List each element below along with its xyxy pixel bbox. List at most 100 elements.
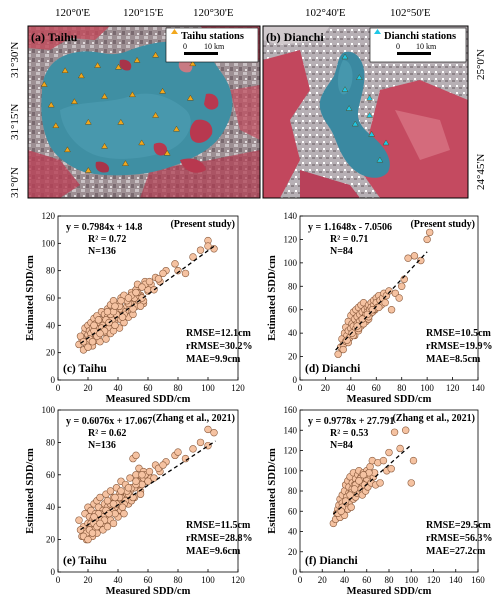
y-tick-label: 40 bbox=[46, 502, 56, 512]
data-point bbox=[401, 426, 410, 434]
mae-value: MAE=27.2cm bbox=[426, 546, 486, 557]
data-point bbox=[174, 448, 182, 456]
station-marker bbox=[366, 112, 373, 118]
data-point bbox=[339, 345, 347, 354]
x-tick-label: 20 bbox=[84, 383, 94, 393]
data-point bbox=[343, 336, 351, 344]
y-tick-label: 80 bbox=[288, 281, 298, 291]
data-point bbox=[124, 484, 133, 492]
regression-equation: y = 0.9778x + 27.791 bbox=[308, 416, 394, 427]
data-point bbox=[379, 456, 388, 465]
y-tick-label: 0 bbox=[51, 567, 56, 577]
map-taihu-left-tick-3: 31°0'N bbox=[9, 167, 21, 198]
x-tick-label: 40 bbox=[340, 575, 350, 585]
data-point bbox=[375, 303, 383, 312]
data-point bbox=[390, 428, 399, 436]
map-dianchi-label: (b) Dianchi bbox=[266, 30, 324, 44]
panel-label: (d) Dianchi bbox=[305, 363, 361, 375]
svg-text:10 km: 10 km bbox=[204, 42, 225, 51]
data-point bbox=[88, 338, 97, 346]
x-tick-label: 120 bbox=[446, 383, 460, 393]
sample-count: N=136 bbox=[88, 440, 116, 451]
data-point bbox=[120, 509, 128, 518]
x-axis-label: Measured SDD/cm bbox=[106, 586, 191, 596]
data-point bbox=[109, 519, 118, 528]
data-point bbox=[145, 467, 154, 476]
data-point bbox=[129, 493, 137, 502]
dianchi-stations bbox=[341, 53, 390, 163]
map-taihu-legend: Taihu stations bbox=[181, 31, 244, 42]
map-dianchi-right-tick-2: 24°45'N bbox=[475, 154, 487, 190]
x-tick-label: 40 bbox=[114, 575, 124, 585]
data-point bbox=[395, 294, 403, 302]
data-point bbox=[385, 448, 393, 457]
x-tick-label: 140 bbox=[471, 383, 485, 393]
scatter-panel-c: 0 20 40 60 80 100 120 0 20 40 60 80 100 120 y = 0.7984… bbox=[25, 211, 253, 405]
data-point bbox=[96, 493, 104, 502]
data-point bbox=[196, 438, 205, 447]
data-point bbox=[189, 445, 197, 453]
y-axis-label: Estimated SDD/cm bbox=[25, 448, 36, 534]
station-marker bbox=[159, 87, 166, 94]
rmse-value: RMSE=10.5cm bbox=[426, 328, 492, 339]
data-point bbox=[132, 477, 140, 485]
y-tick-label: 60 bbox=[46, 293, 56, 303]
data-point bbox=[117, 487, 125, 495]
station-marker bbox=[71, 98, 78, 104]
y-axis-label: Estimated SDD/cm bbox=[25, 255, 36, 341]
x-axis-label: Measured SDD/cm bbox=[347, 586, 432, 596]
data-point bbox=[425, 228, 434, 237]
data-point bbox=[105, 509, 113, 518]
station-legend-icon bbox=[374, 29, 381, 34]
x-axis-label: Measured SDD/cm bbox=[347, 394, 432, 405]
station-marker bbox=[152, 112, 159, 118]
data-point bbox=[117, 297, 125, 305]
taihu-stations bbox=[40, 48, 197, 173]
data-point bbox=[138, 294, 146, 302]
station-marker bbox=[52, 122, 60, 128]
map-dianchi-top-tick-1: 102°40'E bbox=[305, 7, 346, 19]
y-tick-label: 20 bbox=[288, 352, 298, 362]
map-taihu-top-tick-1: 120°0'E bbox=[55, 7, 90, 19]
y-tick-label: 20 bbox=[46, 348, 56, 358]
station-marker bbox=[122, 160, 129, 166]
svg-text:0: 0 bbox=[183, 42, 187, 51]
fit-line bbox=[335, 251, 428, 351]
scatter-panel-f: 0 20 40 60 80 100 120 140 160 0 20 40 60 80 100 120 140 1… bbox=[267, 405, 493, 596]
x-tick-label: 40 bbox=[346, 383, 356, 393]
data-point bbox=[136, 490, 145, 498]
station-marker bbox=[133, 57, 141, 63]
x-tick-label: 80 bbox=[397, 383, 407, 393]
y-tick-label: 60 bbox=[288, 506, 298, 516]
data-point bbox=[334, 350, 342, 358]
y-tick-label: 120 bbox=[42, 211, 56, 221]
data-point bbox=[359, 471, 368, 479]
data-point bbox=[159, 269, 167, 278]
station-marker bbox=[40, 81, 48, 87]
y-tick-label: 80 bbox=[46, 266, 56, 276]
plot-area bbox=[299, 409, 479, 573]
data-point bbox=[138, 471, 146, 479]
data-point bbox=[96, 519, 104, 528]
rmse-value: RMSE=29.5cm bbox=[426, 520, 492, 531]
y-tick-label: 140 bbox=[284, 211, 298, 221]
data-point bbox=[346, 491, 354, 499]
x-tick-label: 120 bbox=[231, 383, 245, 393]
data-point bbox=[106, 487, 115, 495]
data-point bbox=[181, 269, 190, 278]
data-point bbox=[210, 428, 218, 437]
data-point bbox=[417, 256, 425, 265]
y-tick-label: 100 bbox=[284, 258, 298, 268]
data-source: (Zhang et al., 2021) bbox=[153, 413, 236, 424]
x-tick-label: 80 bbox=[174, 575, 184, 585]
data-point bbox=[204, 425, 212, 434]
data-point bbox=[132, 451, 140, 460]
y-tick-label: 100 bbox=[284, 466, 298, 476]
svg-text:10 km: 10 km bbox=[416, 42, 437, 51]
data-point bbox=[145, 277, 154, 286]
data-source: (Zhang et al., 2021) bbox=[393, 413, 476, 424]
y-tick-label: 0 bbox=[51, 375, 56, 385]
data-point bbox=[132, 288, 140, 297]
data-point bbox=[355, 477, 363, 485]
map-taihu-top-tick-2: 120°15'E bbox=[123, 7, 164, 19]
